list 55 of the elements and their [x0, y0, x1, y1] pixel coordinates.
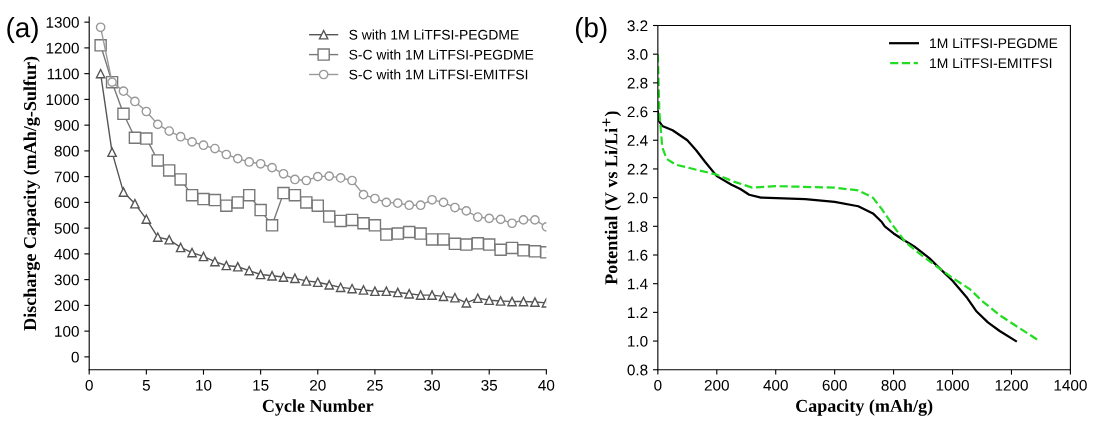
y-tick-label: 1100 [47, 68, 79, 80]
y-tick-label: 300 [54, 274, 79, 286]
y-tick-label: 200 [54, 300, 79, 312]
y-tick-label: 1300 [46, 17, 79, 28]
y-tick-label: 1.6 [628, 249, 648, 261]
y-tick-label: 600 [54, 197, 79, 209]
x-tick-label: 20 [310, 379, 326, 391]
x-tick-label: 5 [142, 380, 150, 391]
y-tick-label: 900 [54, 120, 79, 131]
x-tick-label: 35 [481, 379, 498, 391]
y-tick-label: 400 [54, 248, 79, 260]
chart-title: (b) [575, 17, 607, 43]
x-tick-label: 400 [763, 379, 788, 391]
y-tick-label: 700 [54, 171, 79, 183]
x-tick-label: 25 [367, 379, 383, 391]
x-axis-title: Cycle Number [262, 399, 374, 416]
x-tick-label: 1000 [936, 379, 969, 391]
x-tick-label: 40 [538, 379, 555, 391]
legend-label: S with 1M LiTFSI-PEGDME [349, 29, 519, 40]
y-tick-label: 1.2 [628, 307, 648, 318]
y-tick-label: 800 [54, 145, 79, 157]
y-tick-label: 1200 [46, 42, 79, 54]
x-tick-label: 10 [196, 379, 212, 391]
y-tick-label: 2.2 [627, 163, 648, 175]
y-tick-label: 1.8 [628, 221, 648, 232]
x-tick-label: 1200 [995, 379, 1028, 391]
y-tick-label: 500 [54, 223, 79, 234]
x-tick-label: 15 [253, 380, 269, 391]
y-axis-title: Discharge Capacity (mAh/g-Sulfur) [23, 56, 40, 331]
y-tick-label: 2.0 [627, 192, 648, 204]
y-tick-label: 3.0 [627, 49, 648, 60]
y-tick-label: 1000 [46, 94, 79, 106]
y-axis-title: Potential (V vs Li/Li$^{+}$) [602, 111, 622, 285]
x-tick-label: 1400 [1054, 379, 1087, 391]
y-tick-label: 2.6 [627, 106, 648, 118]
y-tick-label: 2.8 [627, 77, 648, 89]
x-tick-label: 0 [85, 379, 93, 391]
x-axis-title: Capacity (mAh/g) [796, 399, 933, 416]
y-tick-label: 0.8 [627, 364, 648, 376]
x-tick-label: 200 [704, 379, 729, 391]
y-tick-label: 3.2 [627, 20, 648, 32]
legend-label: 1M LiTFSI-EMITFSI [930, 57, 1052, 69]
y-tick-label: 1.4 [628, 278, 648, 290]
x-tick-label: 600 [822, 379, 847, 391]
legend-label: S-C with 1M LiTFSI-EMITFSI [349, 69, 528, 80]
y-tick-label: 1.0 [628, 335, 648, 347]
legend-label: 1M LiTFSI-PEGDME [930, 38, 1058, 49]
x-tick-label: 800 [881, 379, 906, 391]
legend-label: S-C with 1M LiTFSI-PEGDME [349, 49, 534, 60]
y-tick-label: 100 [55, 326, 79, 337]
y-tick-label: 0 [71, 351, 79, 363]
y-tick-label: 2.4 [627, 135, 648, 146]
x-tick-label: 0 [654, 379, 662, 391]
x-tick-label: 30 [424, 379, 440, 391]
chart-title: (a) [7, 17, 38, 43]
